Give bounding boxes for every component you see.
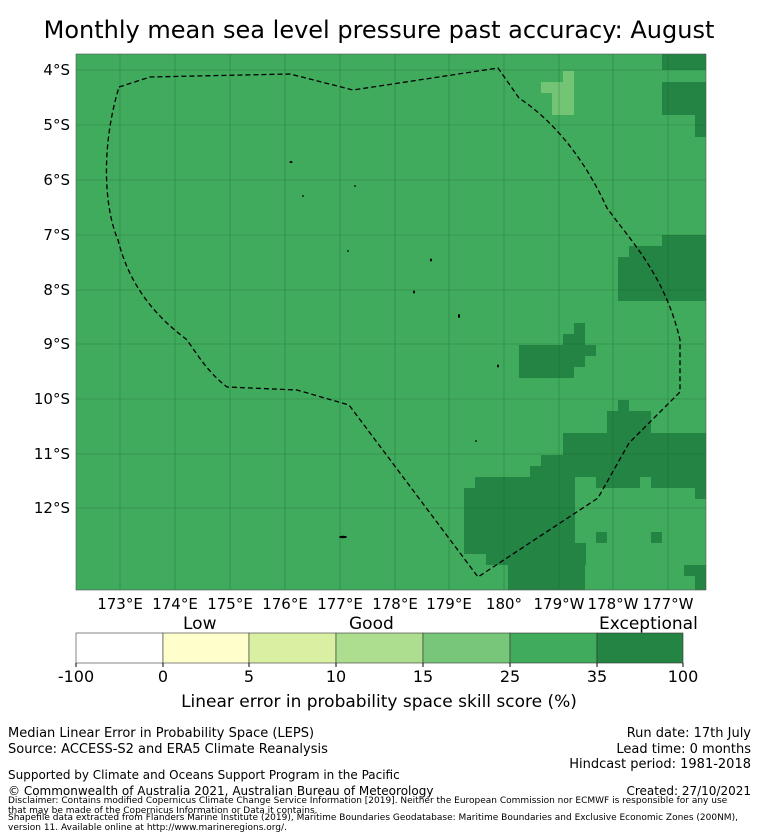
colorbar-segment: [248, 632, 337, 664]
footer-source: Source: ACCESS-S2 and ERA5 Climate Reana…: [8, 742, 328, 757]
colorbar-segment: [162, 632, 250, 664]
patch-light-n3: [563, 71, 574, 82]
map-frame: [75, 53, 707, 591]
patch-dark-se3: [651, 433, 706, 488]
colorbar-label-low: Low: [183, 614, 217, 634]
patch-dark-se11: [695, 488, 706, 499]
colorbar-label-good: Good: [349, 614, 394, 634]
colorbar-segment: [509, 632, 598, 664]
footer-lead-time: Lead time: 0 months: [616, 742, 751, 757]
colorbar: [75, 632, 684, 667]
footer-support: Supported by Climate and Oceans Support …: [8, 768, 400, 782]
colorbar-tick-label: 5: [243, 667, 255, 686]
patch-dark-se16: [618, 400, 629, 411]
map-background: [76, 54, 706, 590]
patch-dark-se2: [607, 411, 651, 433]
patch-dark-e4: [618, 257, 662, 301]
longitude-label: 177°E: [317, 595, 363, 613]
patch-dark-se6: [475, 477, 575, 554]
patch-dark-e1: [662, 82, 706, 115]
patch-dark-se13: [651, 532, 662, 543]
footer-disclaimer-2: that may be made of the Copernicus Infor…: [8, 806, 318, 816]
patch-light-n2: [541, 82, 552, 93]
latitude-label: 11°S: [33, 445, 70, 463]
longitude-label: 177°W: [642, 595, 694, 613]
longitude-label: 179°W: [533, 595, 585, 613]
colorbar-segment: [422, 632, 511, 664]
patch-dark-e5: [629, 246, 662, 257]
latitude-label: 7°S: [43, 226, 70, 244]
patch-dark-se14: [684, 565, 706, 576]
colorbar-segment: [75, 632, 164, 664]
latitude-label: 9°S: [43, 335, 70, 353]
islands: [289, 161, 499, 539]
longitude-label: 178°E: [372, 595, 418, 613]
footer-shapefile-1: Shapefile data extracted from Flanders M…: [8, 813, 738, 823]
latitude-label: 10°S: [33, 390, 70, 408]
colorbar-segment: [335, 632, 424, 664]
patch-dark-ne2: [673, 54, 706, 70]
colorbar-label-exceptional: Exceptional: [599, 614, 698, 634]
latitude-label: 4°S: [43, 61, 70, 79]
footer-shapefile-2: version 11. Available online at http://w…: [8, 823, 287, 833]
patch-dark-se15: [695, 576, 706, 590]
patch-dark-se9: [508, 565, 585, 590]
patch-dark-mid3: [574, 323, 585, 334]
gridlines: [76, 54, 706, 590]
colorbar-title: Linear error in probability space skill …: [181, 692, 577, 712]
longitude-label: 176°E: [262, 595, 308, 613]
latitude-label: 12°S: [33, 499, 70, 517]
colorbar-tick-label: 100: [667, 667, 699, 686]
patch-dark-mid4: [585, 345, 596, 356]
longitude-label: 175°E: [207, 595, 253, 613]
footer-run-date: Run date: 17th July: [626, 726, 751, 741]
page-title: Monthly mean sea level pressure past acc…: [43, 16, 715, 44]
longitude-label: 174°E: [152, 595, 198, 613]
longitude-label: 178°W: [587, 595, 639, 613]
patch-light-n: [552, 82, 574, 115]
latitude-label: 6°S: [43, 171, 70, 189]
patch-dark-se8: [486, 543, 586, 565]
longitude-label: 179°E: [426, 595, 472, 613]
footer-disclaimer-1: Disclaimer: Contains modified Copernicus…: [8, 796, 728, 806]
colorbar-tick-label: 35: [586, 667, 608, 686]
patch-dark-se12: [596, 532, 607, 543]
colorbar-tick-label: 0: [157, 667, 169, 686]
footer-copyright: © Commonwealth of Australia 2021, Austra…: [8, 784, 434, 798]
patch-dark-se7: [464, 488, 475, 554]
colorbar-tick-label: 15: [412, 667, 434, 686]
longitude-label: 173°E: [97, 595, 143, 613]
latitude-label: 5°S: [43, 116, 70, 134]
footer-method: Median Linear Error in Probability Space…: [8, 726, 315, 741]
patch-dark-se10: [596, 466, 640, 488]
latitude-label: 8°S: [43, 281, 70, 299]
eez-boundary: [105, 67, 681, 578]
colorbar-tick-label: 10: [325, 667, 347, 686]
footer-created: Created: 27/10/2021: [626, 784, 751, 798]
patch-dark-e3: [662, 235, 706, 301]
longitude-label: 180°: [485, 595, 523, 613]
colorbar-tick-label: -100: [57, 667, 95, 686]
patch-dark-mid2: [563, 334, 585, 367]
footer-hindcast: Hindcast period: 1981-2018: [569, 757, 751, 772]
patch-dark-e2: [695, 115, 706, 137]
colorbar-segment: [596, 632, 684, 664]
colorbar-tick-label: 25: [499, 667, 521, 686]
